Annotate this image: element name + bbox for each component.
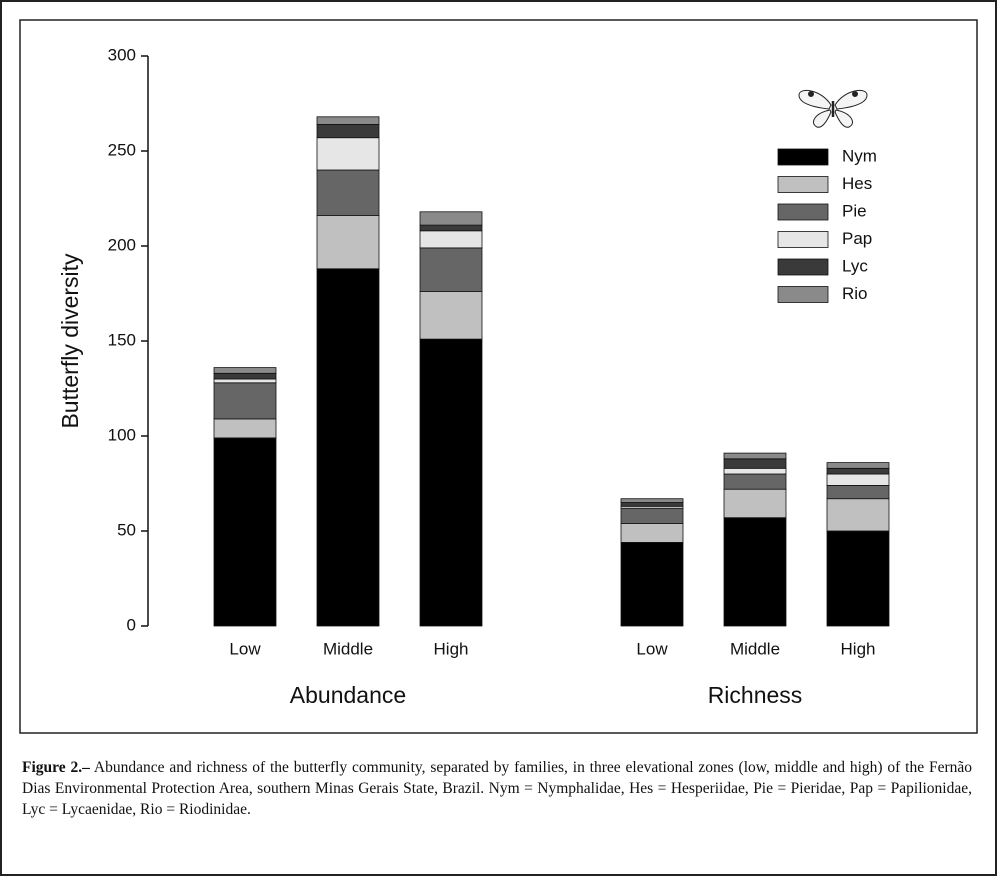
caption-text: Abundance and richness of the butterfly … (22, 759, 972, 818)
bar-segment (214, 383, 276, 419)
bar-segment (724, 459, 786, 469)
bar-segment (827, 474, 889, 485)
bar-segment (724, 489, 786, 518)
caption: Figure 2.– Abundance and richness of the… (22, 757, 972, 820)
x-tick-label: Low (229, 639, 261, 658)
bar-segment (621, 503, 683, 507)
group-label: Richness (708, 682, 803, 708)
bar-segment (317, 138, 379, 170)
caption-label: Figure 2.– (22, 759, 90, 776)
y-tick-label: 150 (108, 330, 136, 349)
y-tick-label: 300 (108, 45, 136, 64)
legend-label: Lyc (842, 256, 868, 275)
bar-segment (621, 542, 683, 626)
legend-label: Pie (842, 201, 867, 220)
bar-segment (420, 231, 482, 248)
bar-segment (827, 531, 889, 626)
bar-segment (420, 292, 482, 340)
bar-segment (214, 419, 276, 438)
bar-segment (317, 170, 379, 216)
legend-label: Hes (842, 174, 872, 193)
legend-swatch (778, 232, 828, 248)
bar-segment (317, 216, 379, 269)
x-tick-label: Low (636, 639, 668, 658)
bar-segment (827, 468, 889, 474)
bar-segment (214, 368, 276, 374)
bar-segment (724, 518, 786, 626)
y-axis-label: Butterfly diversity (57, 253, 83, 429)
legend-swatch (778, 259, 828, 275)
butterfly-icon (799, 90, 867, 127)
x-tick-label: Middle (730, 639, 780, 658)
x-tick-label: High (434, 639, 469, 658)
bar-segment (724, 474, 786, 489)
legend-label: Rio (842, 284, 868, 303)
x-tick-label: Middle (323, 639, 373, 658)
bar-segment (214, 379, 276, 383)
y-tick-label: 250 (108, 140, 136, 159)
bar-segment (827, 485, 889, 498)
bar-segment (724, 468, 786, 474)
y-tick-label: 0 (127, 615, 136, 634)
legend-label: Pap (842, 229, 872, 248)
chart: Butterfly diversity 0 50 100 150 200 250 300 Lo… (0, 0, 997, 740)
group-label: Abundance (290, 682, 406, 708)
bar-segment (420, 212, 482, 225)
y-tick-label: 100 (108, 425, 136, 444)
legend-label: Nym (842, 146, 877, 165)
bar-segment (724, 453, 786, 459)
y-tick-label: 50 (117, 520, 136, 539)
bar-segment (214, 373, 276, 379)
legend-swatch (778, 204, 828, 220)
bar-segment (317, 117, 379, 125)
bar-segment (827, 463, 889, 469)
bar-segment (827, 499, 889, 531)
bar-segment (621, 523, 683, 542)
legend-swatch (778, 287, 828, 303)
page: Butterfly diversity 0 50 100 150 200 250 300 Lo… (0, 0, 997, 876)
bar-segment (214, 438, 276, 626)
y-tick-label: 200 (108, 235, 136, 254)
legend-swatch (778, 149, 828, 165)
bar-segment (420, 339, 482, 626)
bar-segment (621, 508, 683, 523)
bar-segment (621, 499, 683, 503)
x-tick-label: High (841, 639, 876, 658)
legend-swatch (778, 177, 828, 193)
bar-segment (317, 124, 379, 137)
bar-segment (420, 225, 482, 231)
bar-segment (420, 248, 482, 292)
bar-segment (317, 269, 379, 626)
